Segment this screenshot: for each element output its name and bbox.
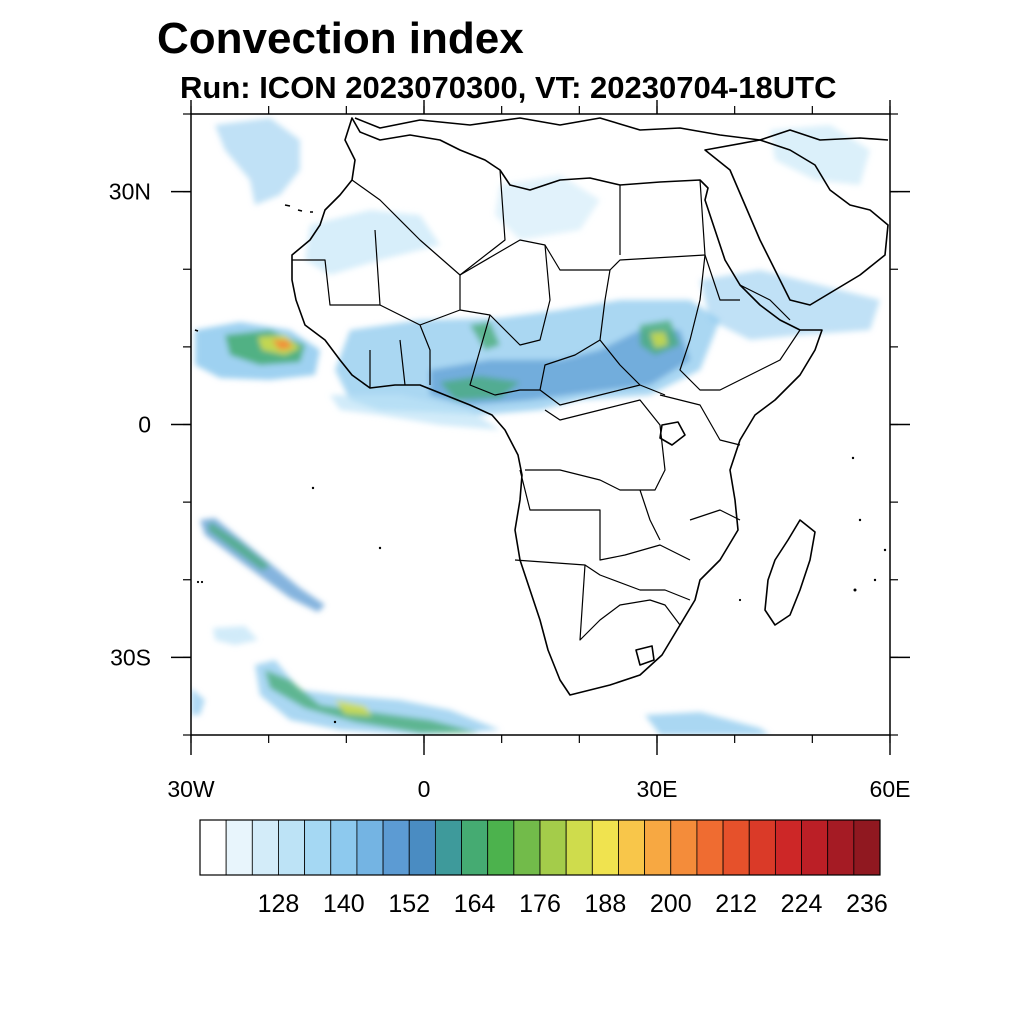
colorbar-swatch — [356, 819, 384, 876]
chart-subtitle: Run: ICON 2023070300, VT: 20230704-18UTC — [180, 70, 837, 105]
field-sa-streak-green — [208, 522, 270, 570]
cape-verde — [194, 329, 199, 332]
colorbar-swatch — [696, 819, 724, 876]
europe-coast — [354, 117, 889, 141]
colorbar-swatch — [513, 819, 541, 876]
map-axes: 30W 0 30E 60E 30N 0 30S — [109, 100, 911, 802]
colorbar-swatch — [670, 819, 698, 876]
field-south-yellow — [335, 700, 372, 716]
colorbar-swatch — [304, 819, 332, 876]
colorbar-label: 128 — [258, 890, 300, 918]
colorbar-label: 164 — [454, 890, 496, 918]
colorbar-swatch — [251, 819, 279, 876]
colorbar-label: 188 — [585, 890, 627, 918]
field-south-front — [255, 660, 500, 735]
lat-tick-label: 30S — [110, 644, 151, 670]
colorbar-frame — [199, 819, 881, 876]
colorbar-swatch — [591, 819, 619, 876]
chart-title: Convection index — [157, 14, 524, 63]
field-south-front-green — [265, 670, 480, 733]
colorbar-swatch — [461, 819, 489, 876]
field-nigeria-green — [470, 322, 500, 350]
colorbar-label: 200 — [650, 890, 692, 918]
colorbar-swatch — [434, 819, 462, 876]
colorbar-label: 140 — [323, 890, 365, 918]
colorbar-label: 224 — [781, 890, 823, 918]
colorbar-swatch — [618, 819, 646, 876]
field-arabia-north — [770, 125, 870, 185]
canary-islands — [284, 204, 313, 213]
field-ethiopia-yellow — [650, 332, 668, 348]
map-panel — [191, 117, 889, 735]
colorbar-swatch — [382, 819, 410, 876]
lesotho — [635, 645, 655, 666]
field-south-east — [645, 712, 770, 735]
convection-field — [191, 118, 880, 735]
lake-victoria — [659, 421, 686, 446]
field-sw-small — [213, 626, 258, 645]
lon-tick-label: 60E — [870, 776, 911, 802]
colorbar-swatch — [408, 819, 436, 876]
madagascar-coast — [764, 519, 816, 626]
colorbar-swatch — [853, 819, 881, 876]
small-islands — [196, 456, 887, 724]
lat-tick-label: 0 — [138, 412, 151, 438]
colorbar-swatch — [827, 819, 855, 876]
field-gulf-guinea — [330, 395, 500, 430]
field-ethiopia — [700, 270, 880, 340]
colorbar-swatch — [539, 819, 567, 876]
colorbar-label: 176 — [519, 890, 561, 918]
field-wa-orange — [272, 340, 292, 350]
colorbar-label: 236 — [846, 890, 888, 918]
colorbar-swatch — [644, 819, 672, 876]
lon-tick-label: 30E — [637, 776, 678, 802]
arabia-coast — [704, 139, 889, 306]
lon-tick-label: 30W — [167, 776, 215, 802]
colorbar: 128 140 152 164 176 188 200 212 224 236 — [199, 819, 888, 918]
field-west-edge — [191, 688, 205, 715]
colorbar-swatch — [801, 819, 829, 876]
field-north-atlantic — [215, 118, 300, 205]
lat-tick-label: 30N — [109, 179, 151, 205]
lon-tick-label: 0 — [418, 776, 431, 802]
colorbar-swatch — [199, 819, 227, 876]
country-borders — [292, 169, 801, 641]
colorbar-swatch — [565, 819, 593, 876]
colorbar-label: 152 — [388, 890, 430, 918]
colorbar-swatch — [330, 819, 358, 876]
colorbar-label: 212 — [715, 890, 757, 918]
colorbar-swatch — [225, 819, 253, 876]
colorbar-swatch — [278, 819, 306, 876]
colorbar-swatch — [748, 819, 776, 876]
field-sahara-center — [495, 175, 600, 240]
colorbar-swatch — [487, 819, 515, 876]
colorbar-swatch — [774, 819, 802, 876]
colorbar-swatch — [722, 819, 750, 876]
